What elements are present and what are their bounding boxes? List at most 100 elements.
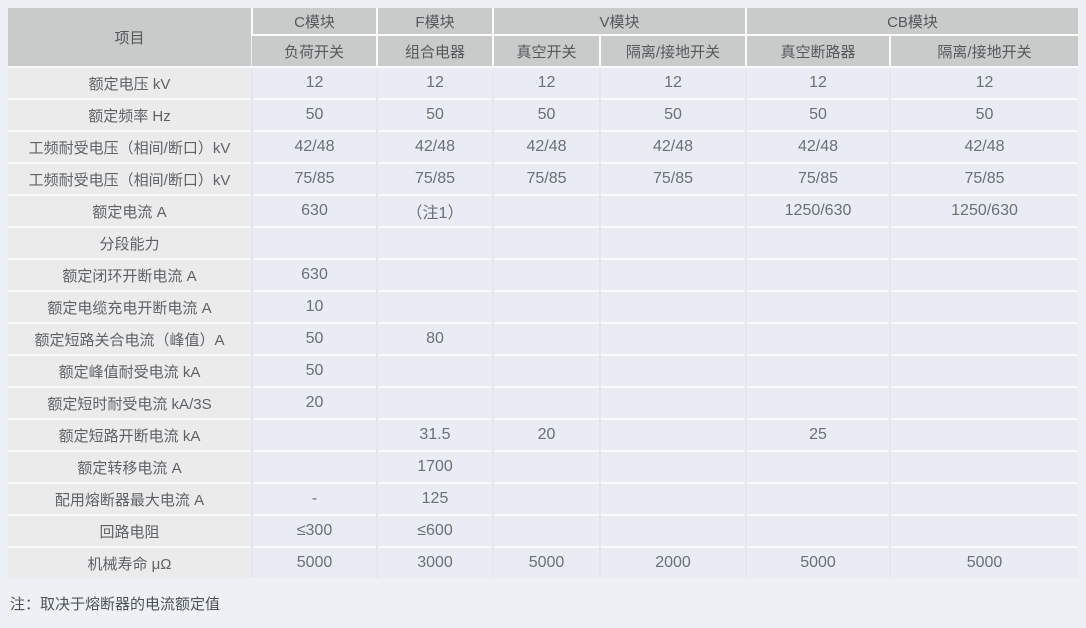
value-cell: 20: [251, 386, 377, 419]
value-cell: 5000: [251, 546, 377, 578]
group-header-f-module: F模块: [376, 8, 493, 35]
table-row: 工频耐受电压（相间/断口）kV 42/48 42/48 42/48 42/48 42/48…: [8, 130, 1079, 163]
value-cell: [598, 418, 747, 451]
value-cell: [889, 322, 1079, 355]
value-cell: [492, 194, 600, 227]
value-cell: [251, 418, 377, 451]
value-cell: [598, 290, 747, 323]
column-header-vacuum-circuit-breaker: 真空断路器: [745, 34, 891, 67]
value-cell: 50: [745, 98, 891, 131]
value-cell: 42/48: [745, 130, 891, 163]
value-cell: 75/85: [745, 162, 891, 195]
value-cell: [598, 354, 747, 387]
row-label: 机械寿命 μΩ: [8, 546, 252, 578]
value-cell: [251, 450, 377, 483]
value-cell: [376, 258, 493, 291]
value-cell: [889, 290, 1079, 323]
value-cell: [492, 354, 600, 387]
table-row: 额定转移电流 A 1700: [8, 450, 1079, 483]
value-cell: [598, 386, 747, 419]
value-cell: 50: [251, 354, 377, 387]
value-cell: 1250/630: [745, 194, 891, 227]
value-cell: 50: [376, 98, 493, 131]
value-cell: [492, 258, 600, 291]
value-cell: [492, 514, 600, 547]
value-cell: 2000: [598, 546, 747, 578]
value-cell: 50: [492, 98, 600, 131]
value-cell: [598, 482, 747, 515]
value-cell: [492, 482, 600, 515]
table-row: 配用熔断器最大电流 A -125: [8, 482, 1079, 515]
table-row: 额定短路关合电流（峰值）A 50 80: [8, 322, 1079, 355]
row-label: 额定短路关合电流（峰值）A: [8, 322, 252, 355]
value-cell: 10: [251, 290, 377, 323]
value-cell: 31.5: [376, 418, 493, 451]
group-header-c-module: C模块: [251, 8, 377, 35]
row-label: 额定峰值耐受电流 kA: [8, 354, 252, 387]
value-cell: [889, 514, 1079, 547]
value-cell: 5000: [492, 546, 600, 578]
value-cell: 42/48: [889, 130, 1079, 163]
value-cell: 75/85: [889, 162, 1079, 195]
value-cell: [889, 482, 1079, 515]
row-label: 配用熔断器最大电流 A: [8, 482, 252, 515]
column-header-load-switch: 负荷开关: [252, 34, 377, 67]
value-cell: [889, 354, 1079, 387]
value-cell: [889, 226, 1079, 259]
value-cell: [598, 322, 747, 355]
value-cell: -: [251, 482, 377, 515]
table-body: 额定电压 kV 12 12 12 12 12 12 额定频率 Hz 50 50 50 50 50 50 工频…: [8, 66, 1079, 578]
value-cell: 5000: [889, 546, 1079, 578]
value-cell: ≤600: [376, 514, 493, 547]
value-cell: 75/85: [492, 162, 600, 195]
value-cell: 50: [598, 98, 747, 131]
row-label: 额定转移电流 A: [8, 450, 252, 483]
value-cell: [745, 482, 891, 515]
group-header-cb-module: CB模块: [745, 8, 1079, 35]
value-cell: 12: [251, 66, 377, 99]
value-cell: 630: [251, 258, 377, 291]
table-row: 额定短时耐受电流 kA/3S 20: [8, 386, 1079, 419]
footnote: 注：取决于熔断器的电流额定值: [10, 596, 221, 613]
value-cell: 125: [376, 482, 493, 515]
value-cell: [492, 450, 600, 483]
table-row: 额定电缆充电开断电流 A 10: [8, 290, 1079, 323]
value-cell: [745, 226, 891, 259]
value-cell: [492, 386, 600, 419]
column-header-vacuum-switch: 真空开关: [492, 34, 600, 67]
row-label: 额定频率 Hz: [8, 98, 252, 131]
value-cell: [376, 290, 493, 323]
value-cell: 12: [376, 66, 493, 99]
value-cell: [889, 418, 1079, 451]
value-cell: [376, 354, 493, 387]
header-row-subtypes: 负荷开关 组合电器 真空开关 隔离/接地开关 真空断路器 隔离/接地开关: [8, 34, 1079, 67]
row-label: 额定短路开断电流 kA: [8, 418, 252, 451]
value-cell: 12: [889, 66, 1079, 99]
value-cell: 75/85: [251, 162, 377, 195]
column-header-combined-apparatus: 组合电器: [376, 34, 493, 67]
spec-table: 项目 C模块 F模块 V模块 CB模块 负荷开关 组合电器 真空开关 隔离/接地…: [8, 8, 1079, 578]
column-header-v-isolating-earthing-switch: 隔离/接地开关: [598, 34, 747, 67]
value-cell: [598, 226, 747, 259]
value-cell: 42/48: [598, 130, 747, 163]
value-cell: [598, 258, 747, 291]
value-cell: [376, 386, 493, 419]
value-cell: [745, 258, 891, 291]
value-cell: 75/85: [598, 162, 747, 195]
value-cell: [598, 450, 747, 483]
value-cell: 12: [745, 66, 891, 99]
value-cell: 80: [376, 322, 493, 355]
value-cell: 50: [889, 98, 1079, 131]
table-row: 机械寿命 μΩ 5000 3000 5000 2000 5000 5000: [8, 546, 1079, 578]
value-cell: 12: [492, 66, 600, 99]
row-label: 额定电流 A: [8, 194, 252, 227]
value-cell: [745, 514, 891, 547]
value-cell: 1250/630: [889, 194, 1079, 227]
value-cell: [376, 226, 493, 259]
table-header: 项目 C模块 F模块 V模块 CB模块 负荷开关 组合电器 真空开关 隔离/接地…: [8, 8, 1079, 67]
group-header-v-module: V模块: [491, 8, 747, 35]
value-cell: 1700: [376, 450, 493, 483]
value-cell: 50: [251, 322, 377, 355]
value-cell: [745, 290, 891, 323]
value-cell: [745, 450, 891, 483]
